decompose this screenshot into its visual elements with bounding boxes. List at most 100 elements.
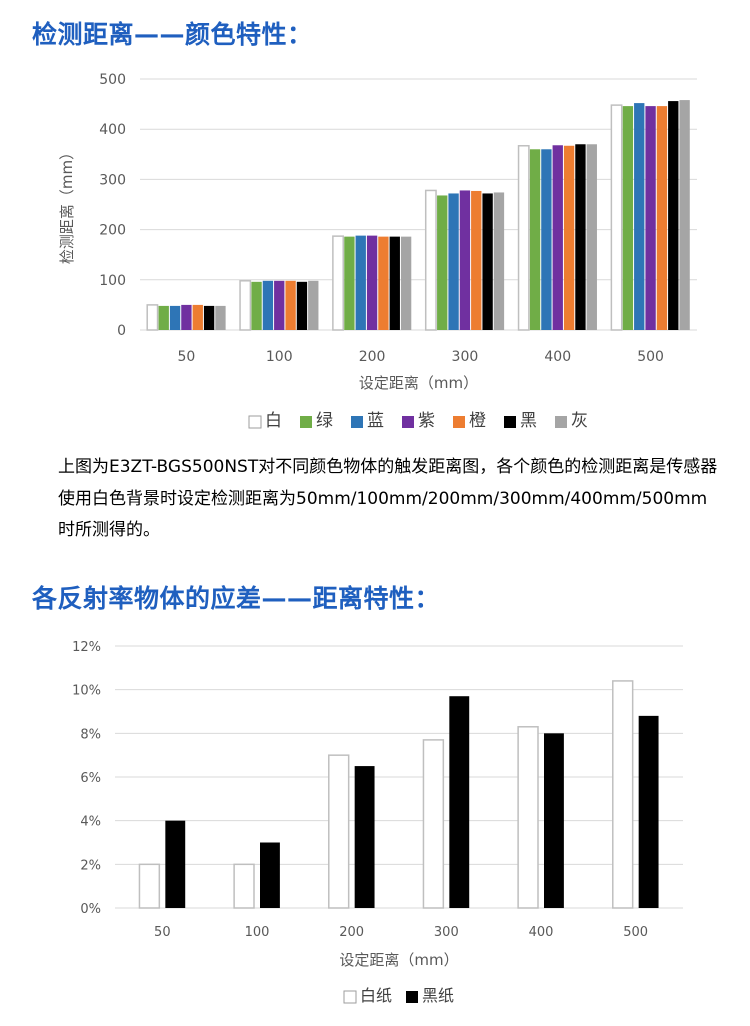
bar [482, 193, 493, 330]
bar [138, 863, 161, 909]
legend-label: 灰 [571, 411, 588, 431]
y-tick-label: 4% [80, 815, 101, 830]
y-tick-label: 100 [99, 273, 126, 289]
y-tick-label: 12% [72, 640, 101, 655]
bar [575, 144, 586, 330]
bar [260, 842, 280, 908]
bar [679, 100, 690, 330]
bar [355, 235, 366, 330]
legend-swatch [402, 416, 414, 428]
bar [328, 754, 350, 909]
legend-swatch [248, 415, 262, 429]
bar [638, 715, 659, 908]
bar [552, 145, 563, 330]
legend-label: 橙 [469, 411, 486, 431]
x-tick-label: 200 [339, 925, 364, 940]
y-tick-label: 6% [80, 771, 101, 786]
bar [389, 236, 400, 330]
bar [471, 190, 482, 330]
bar [146, 304, 159, 331]
x-tick-label: 400 [529, 925, 554, 940]
bar [400, 236, 412, 330]
legend-swatch [555, 416, 567, 428]
bar [645, 106, 656, 330]
y-tick-label: 8% [80, 727, 101, 742]
legend-swatch [504, 416, 516, 428]
detection-distance-chart: 0 100 200 300 400 500 50 100 200 300 400 500 设定距离（mm… [0, 56, 750, 440]
bar [622, 106, 634, 330]
x-tick-label: 400 [544, 349, 571, 365]
y-axis-label: 检测距离（mm） [58, 145, 76, 264]
bar [233, 863, 255, 909]
bar [332, 235, 344, 331]
bar [192, 304, 203, 330]
bar [612, 680, 634, 909]
y-tick-label: 2% [80, 858, 101, 873]
bar [181, 304, 192, 330]
legend-swatch [453, 416, 465, 428]
y-tick-label: 0% [80, 902, 101, 917]
bar [656, 106, 668, 330]
legend-label: 白 [265, 411, 282, 431]
bar [262, 280, 274, 330]
bar [169, 305, 181, 330]
bar [668, 101, 679, 330]
bar [544, 733, 564, 908]
section-title-hysteresis: 各反射率物体的应差——距离特性： [32, 584, 441, 613]
bar [448, 193, 459, 330]
bar [274, 280, 285, 330]
bar [422, 739, 445, 909]
bar [354, 766, 375, 908]
x-tick-label: 500 [623, 925, 648, 940]
x-tick-label: 100 [245, 925, 270, 940]
bar [610, 104, 623, 331]
hysteresis-chart-svg: 0% 2% 4% 6% 8% 10% 12% 50 100 200 300 400 500 设定距离（mm… [72, 640, 683, 1005]
x-axis-label: 设定距离（mm） [339, 951, 458, 969]
x-tick-label: 50 [178, 349, 196, 365]
y-tick-label: 10% [72, 684, 101, 699]
bar [203, 305, 215, 330]
x-tick-label: 300 [452, 349, 479, 365]
hysteresis-chart: 0% 2% 4% 6% 8% 10% 12% 50 100 200 300 400 500 设定距离（mm… [0, 630, 750, 1024]
x-tick-label: 200 [359, 349, 386, 365]
legend-label: 紫 [418, 411, 435, 431]
bar [517, 145, 530, 331]
bar [344, 236, 355, 330]
x-tick-label: 100 [266, 349, 293, 365]
y-tick-label: 400 [99, 122, 126, 138]
bar [563, 145, 575, 330]
bar [634, 103, 645, 330]
bar [285, 280, 296, 330]
bar [493, 192, 505, 330]
chart-description: 上图为E3ZT-BGS500NST对不同颜色物体的触发距离图，各个颜色的检测距离… [58, 457, 718, 540]
legend-swatch [406, 991, 418, 1003]
legend-swatch [300, 416, 312, 428]
x-tick-label: 300 [434, 925, 459, 940]
bar [296, 281, 308, 330]
y-tick-label: 300 [99, 172, 126, 188]
legend-label: 黑 [520, 411, 537, 431]
x-tick-label: 500 [637, 349, 664, 365]
legend-swatch [351, 416, 363, 428]
bar [529, 149, 541, 330]
y-tick-label: 500 [99, 72, 126, 88]
bar [239, 280, 252, 331]
bar [437, 195, 448, 330]
section-title-detection-color: 检测距离——颜色特性： [32, 20, 313, 49]
bar [308, 280, 319, 330]
bar [459, 190, 471, 330]
legend-swatch [343, 990, 357, 1004]
bar [165, 820, 186, 908]
bar [215, 305, 226, 330]
x-axis-label: 设定距离（mm） [359, 374, 478, 392]
legend-label: 黑纸 [422, 986, 454, 1005]
legend-label: 绿 [316, 411, 333, 431]
bar [449, 696, 470, 908]
legend-label: 白纸 [360, 986, 392, 1005]
bar [586, 144, 597, 330]
bar [424, 189, 437, 331]
y-tick-label: 0 [117, 323, 126, 339]
bar [366, 235, 378, 330]
bar [378, 236, 389, 330]
x-tick-label: 50 [154, 925, 171, 940]
